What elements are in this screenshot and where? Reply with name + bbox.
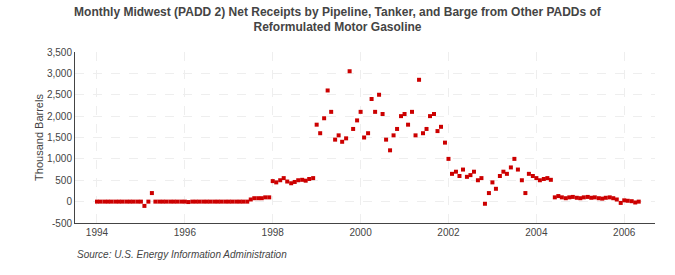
svg-text:1998: 1998 bbox=[262, 227, 285, 238]
svg-text:Monthly Midwest (PADD 2) Net R: Monthly Midwest (PADD 2) Net Receipts by… bbox=[74, 5, 602, 35]
svg-text:3,500: 3,500 bbox=[47, 47, 72, 58]
svg-text:2002: 2002 bbox=[437, 227, 460, 238]
svg-text:3,000: 3,000 bbox=[47, 68, 72, 79]
svg-text:1996: 1996 bbox=[174, 227, 197, 238]
svg-text:500: 500 bbox=[55, 175, 72, 186]
svg-text:2004: 2004 bbox=[525, 227, 548, 238]
svg-text:2006: 2006 bbox=[613, 227, 636, 238]
svg-text:1,000: 1,000 bbox=[47, 153, 72, 164]
svg-text:-500: -500 bbox=[52, 218, 72, 229]
svg-text:1,500: 1,500 bbox=[47, 132, 72, 143]
svg-text:Thousand Barrels: Thousand Barrels bbox=[33, 94, 45, 181]
svg-text:1994: 1994 bbox=[86, 227, 109, 238]
svg-text:2,000: 2,000 bbox=[47, 111, 72, 122]
svg-text:2000: 2000 bbox=[349, 227, 372, 238]
svg-text:0: 0 bbox=[66, 196, 72, 207]
svg-text:2,500: 2,500 bbox=[47, 89, 72, 100]
svg-text:Source: U.S. Energy Informatio: Source: U.S. Energy Information Administ… bbox=[77, 249, 287, 260]
